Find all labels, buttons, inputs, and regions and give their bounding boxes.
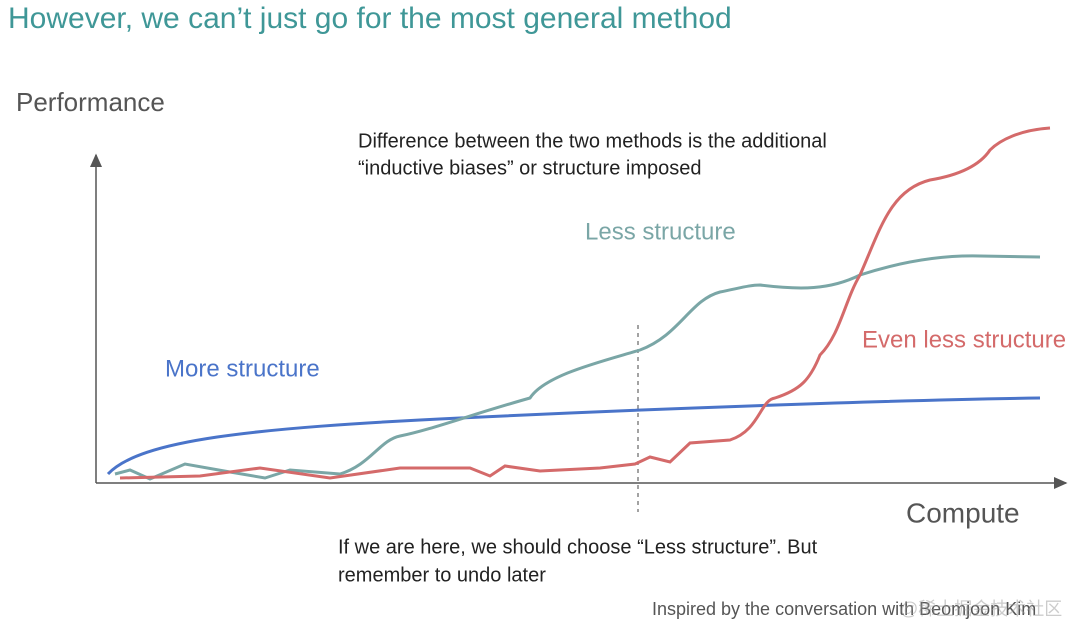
curve-label: More structure — [165, 355, 320, 382]
y-axis-label: Performance — [16, 87, 165, 117]
watermark: @稀土掘金技术社区 — [900, 599, 1062, 619]
annotation-line: Difference between the two methods is th… — [358, 130, 827, 152]
annotation-line: remember to undo later — [338, 564, 546, 586]
annotation-line: “inductive biases” or structure imposed — [358, 157, 701, 179]
even-less-structure-curve — [119, 126, 1051, 480]
x-axis-label: Compute — [906, 497, 1020, 528]
more-structure-curve — [106, 396, 1041, 476]
footer: Inspired by the conversation with Beomjo… — [652, 599, 1036, 619]
curve-label: Even less structure — [862, 326, 1066, 353]
slide-title: However, we can’t just go for the most g… — [8, 2, 732, 35]
curve-label: Less structure — [585, 218, 736, 245]
annotation-line: If we are here, we should choose “Less s… — [338, 536, 818, 558]
